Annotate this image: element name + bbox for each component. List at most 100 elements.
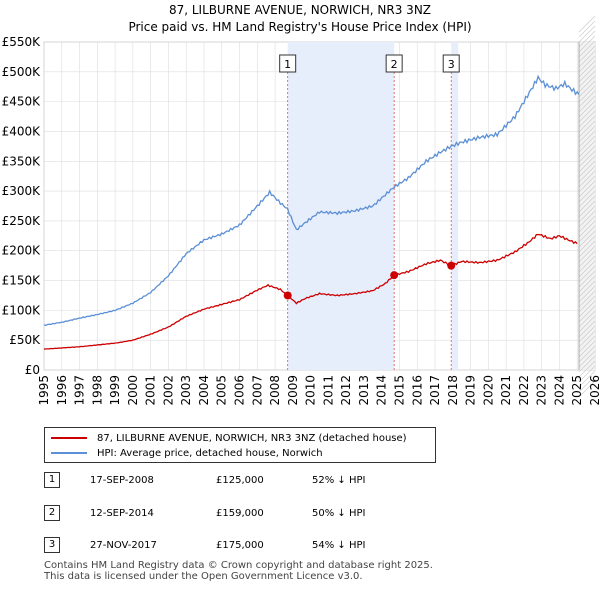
hatch-line: [578, 130, 596, 148]
hatch-line: [578, 170, 596, 188]
chart-title: 87, LILBURNE AVENUE, NORWICH, NR3 3NZ: [169, 3, 431, 17]
x-tick-label: 2013: [357, 375, 371, 406]
hatch-line: [578, 370, 596, 388]
hatch-line: [578, 215, 596, 233]
x-tick-label: 2017: [428, 375, 442, 406]
hatch-line: [578, 365, 596, 383]
y-tick-label: £350K: [2, 154, 42, 168]
x-tick-label: 1997: [73, 375, 87, 406]
hatch-line: [578, 55, 596, 73]
hatch-line: [578, 110, 596, 128]
hatch-line: [578, 380, 596, 398]
hatch-line: [578, 250, 596, 268]
hatch-line: [578, 180, 596, 198]
legend-item-hpi: HPI: Average price, detached house, Norw…: [51, 446, 323, 460]
hatch-line: [578, 105, 596, 123]
hatch-line: [578, 315, 596, 333]
sale-row: 1 17-SEP-2008 £125,000 52% ↓ HPI: [44, 472, 544, 490]
hatch-line: [578, 225, 596, 243]
y-axis: £0 £50K £100K £150K £200K £250K £300K £350K £400…: [2, 35, 42, 377]
hatch-line: [578, 155, 596, 173]
hatch-line: [578, 285, 596, 303]
x-tick-label: 2025: [570, 375, 584, 406]
hatch-line: [578, 35, 596, 53]
sale-delta: 54% ↓ HPI: [312, 540, 366, 551]
x-tick-label: 2019: [464, 375, 478, 406]
hatch-line: [578, 310, 596, 328]
x-tick-label: 2004: [197, 375, 211, 406]
hatch-line: [578, 240, 596, 258]
hatch-line: [578, 135, 596, 153]
sale-date: 12-SEP-2014: [90, 508, 154, 519]
x-tick-label: 2007: [250, 375, 264, 406]
hatch-line: [578, 80, 596, 98]
series-lines: [43, 74, 580, 350]
sale-marker-badge: [385, 54, 403, 73]
legend-swatch-hpi: [51, 452, 87, 454]
hatch-line: [578, 280, 596, 298]
hatch-line: [578, 275, 596, 293]
hatch-line: [578, 265, 596, 283]
hatch-line: [578, 165, 596, 183]
sale-delta: 52% ↓ HPI: [312, 475, 366, 486]
price-chart: 87, LILBURNE AVENUE, NORWICH, NR3 3NZ Pr…: [2, 3, 600, 406]
hatch-line: [578, 295, 596, 313]
hatch-line: [578, 125, 596, 143]
series-line-property: [43, 233, 578, 350]
hatch-line: [578, 200, 596, 218]
hatch-line: [578, 245, 596, 263]
footer: Contains HM Land Registry data © Crown c…: [44, 560, 433, 582]
hatch-line: [578, 15, 596, 33]
hatch-line: [578, 335, 596, 353]
legend-item-property: 87, LILBURNE AVENUE, NORWICH, NR3 3NZ (d…: [51, 431, 407, 445]
sale-spans: [287, 15, 596, 398]
hatch-line: [578, 145, 596, 163]
hatch-line: [578, 270, 596, 288]
y-tick-label: £300K: [2, 184, 42, 198]
hatch-line: [578, 355, 596, 373]
sale-row: 3 27-NOV-2017 £175,000 54% ↓ HPI: [44, 537, 544, 555]
hatch-line: [578, 20, 596, 38]
sale-date: 27-NOV-2017: [90, 540, 157, 551]
sale-markers: 1 2 3: [279, 54, 460, 370]
sale-marker-badge: [279, 54, 297, 73]
hatch-line: [578, 260, 596, 278]
sale-point: [283, 291, 292, 300]
hatch-line: [578, 40, 596, 58]
y-tick-label: £200K: [2, 244, 42, 258]
x-tick-label: 2023: [535, 375, 549, 406]
sale-delta: 50% ↓ HPI: [312, 508, 366, 519]
hatch-line: [578, 85, 596, 103]
hatch-line: [578, 90, 596, 108]
hatch-line: [578, 75, 596, 93]
footer-line-1: Contains HM Land Registry data © Crown c…: [44, 560, 433, 571]
sale-marker-label: 2: [391, 58, 398, 71]
footer-line-2: This data is licensed under the Open Gov…: [44, 571, 363, 582]
hatch-line: [578, 60, 596, 78]
x-tick-label: 2016: [410, 375, 424, 406]
y-tick-label: £0: [25, 363, 40, 377]
hatch-line: [578, 325, 596, 343]
hatch-line: [578, 185, 596, 203]
x-tick-label: 2008: [268, 375, 282, 406]
sale-price: £125,000: [216, 475, 264, 486]
legend-label-property: 87, LILBURNE AVENUE, NORWICH, NR3 3NZ (d…: [97, 432, 407, 444]
hatch-line: [578, 190, 596, 208]
sale-number-badge: 3: [44, 537, 60, 553]
x-tick-label: 1996: [55, 375, 69, 406]
x-tick-label: 1999: [108, 375, 122, 406]
hatch-line: [578, 340, 596, 358]
sale-number-badge: 1: [44, 472, 60, 488]
shaded-span: [287, 42, 395, 370]
hatch-line: [578, 50, 596, 68]
x-tick-label: 2014: [375, 375, 389, 406]
future-region: [579, 42, 595, 370]
hatch-line: [578, 70, 596, 88]
sale-price: £159,000: [216, 508, 264, 519]
x-tick-label: 2012: [339, 375, 353, 406]
sale-marker-label: 1: [284, 58, 291, 71]
x-tick-label: 1998: [90, 375, 104, 406]
hatch-line: [578, 255, 596, 273]
x-tick-label: 2022: [517, 375, 531, 406]
hatch-line: [578, 195, 596, 213]
